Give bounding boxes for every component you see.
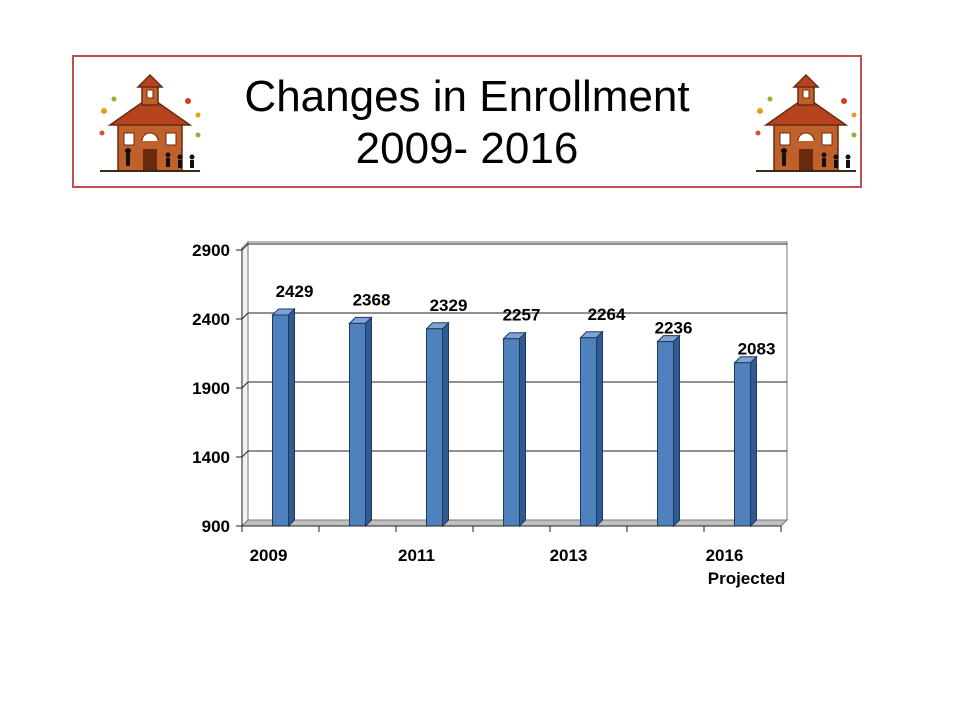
data-label: 2264 (588, 305, 626, 324)
x-tick-label: 2013 (550, 546, 588, 565)
gridline-depth (241, 381, 249, 389)
bar (503, 338, 520, 527)
bar-side (596, 330, 603, 528)
bar (349, 322, 366, 527)
data-label: 2236 (655, 319, 693, 338)
y-tick-label: 1400 (192, 448, 230, 467)
bar (657, 341, 674, 527)
bar (734, 362, 751, 527)
gridline-depth (241, 450, 249, 458)
bar-side (673, 334, 680, 528)
data-label: 2368 (353, 290, 391, 309)
title-line-2: 2009- 2016 (355, 124, 579, 173)
data-label: 2429 (276, 282, 314, 301)
gridline-depth (241, 312, 249, 320)
gridline-depth (241, 243, 249, 251)
page-title: Changes in Enrollment 2009- 2016 (74, 71, 860, 175)
plot-left-wall (241, 240, 249, 528)
data-label: 2083 (738, 340, 776, 359)
schoolhouse-icon (755, 73, 857, 172)
x-tick-label: 2011 (398, 546, 435, 565)
bar-side (365, 316, 372, 528)
y-tick-label: 2400 (192, 310, 230, 329)
bar (272, 314, 289, 527)
data-label: 2257 (503, 306, 541, 325)
enrollment-bar-chart: 900 1400 1900 2400 2900 2429 2368 2329 2257 2264 2… (192, 240, 789, 588)
x-tick-label: 2016 (706, 546, 744, 565)
y-tick-label: 1900 (192, 379, 230, 398)
x-tick-label: 2009 (250, 546, 288, 565)
bar (580, 337, 597, 527)
title-line-1: Changes in Enrollment (244, 72, 690, 121)
bar-side (519, 331, 526, 528)
y-tick-label: 900 (202, 517, 230, 536)
x-tick-note: Projected (708, 569, 785, 588)
schoolhouse-icon (99, 73, 201, 172)
title-banner: Changes in Enrollment 2009- 2016 (72, 55, 862, 188)
y-tick-label: 2900 (192, 241, 230, 260)
data-label: 2329 (430, 296, 468, 315)
bar-side (442, 321, 449, 528)
bar-side (288, 307, 295, 528)
bar (426, 328, 443, 527)
bar-side (750, 355, 757, 528)
